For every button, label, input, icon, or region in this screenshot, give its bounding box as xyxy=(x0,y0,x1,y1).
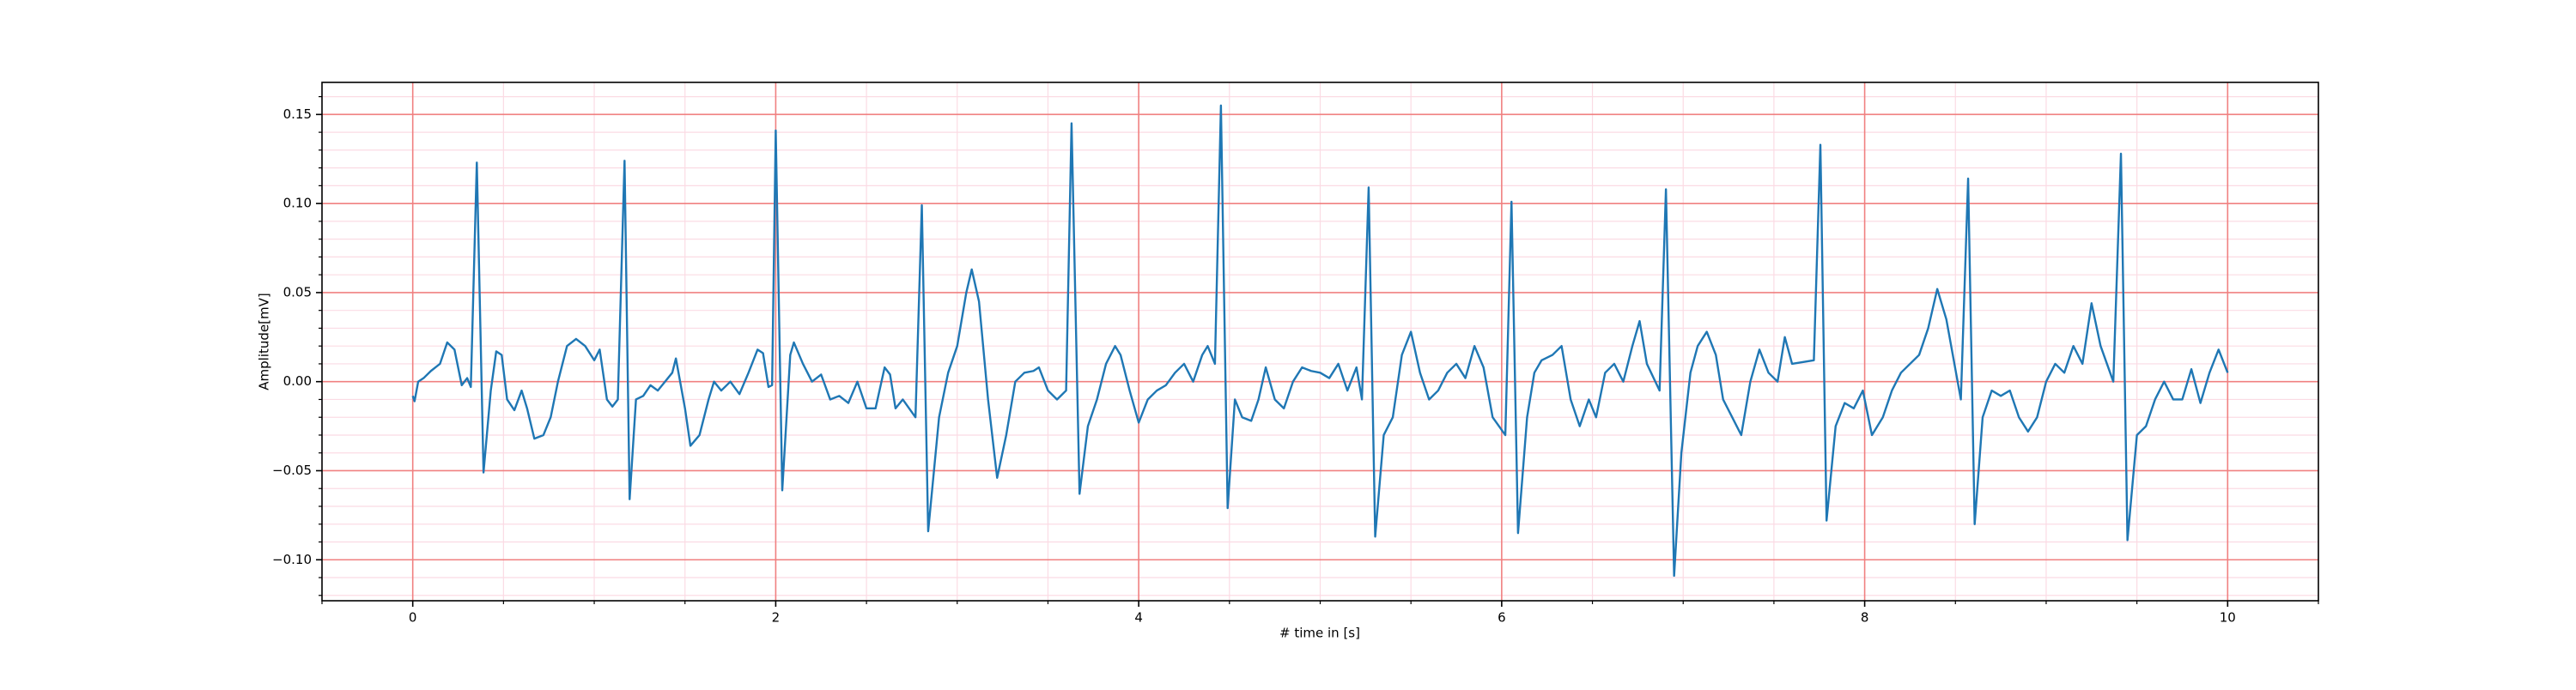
y-tick-label: 0.10 xyxy=(283,196,312,211)
plot-area xyxy=(411,104,2229,578)
ticks: 0 2 4 6 8 10 −0.10 −0.05 0.00 0.05 0.10 0.15 xyxy=(272,96,2319,626)
y-tick-label: −0.10 xyxy=(272,552,312,567)
x-tick-label: 8 xyxy=(1861,610,1869,626)
x-tick-label: 0 xyxy=(409,610,417,626)
y-tick-label: 0.00 xyxy=(283,373,312,389)
y-tick-label: 0.05 xyxy=(283,284,312,300)
grid xyxy=(321,82,2319,601)
y-axis-label: Amplitude[mV] xyxy=(257,293,272,390)
x-tick-label: 4 xyxy=(1134,610,1143,626)
x-tick-label: 10 xyxy=(2220,610,2236,626)
y-tick-label: −0.05 xyxy=(272,463,312,478)
x-tick-label: 2 xyxy=(772,610,781,626)
x-tick-label: 6 xyxy=(1498,610,1506,626)
y-tick-label: 0.15 xyxy=(283,106,312,122)
signal-line xyxy=(411,104,2229,578)
x-axis-label: # time in [s] xyxy=(1279,626,1360,641)
